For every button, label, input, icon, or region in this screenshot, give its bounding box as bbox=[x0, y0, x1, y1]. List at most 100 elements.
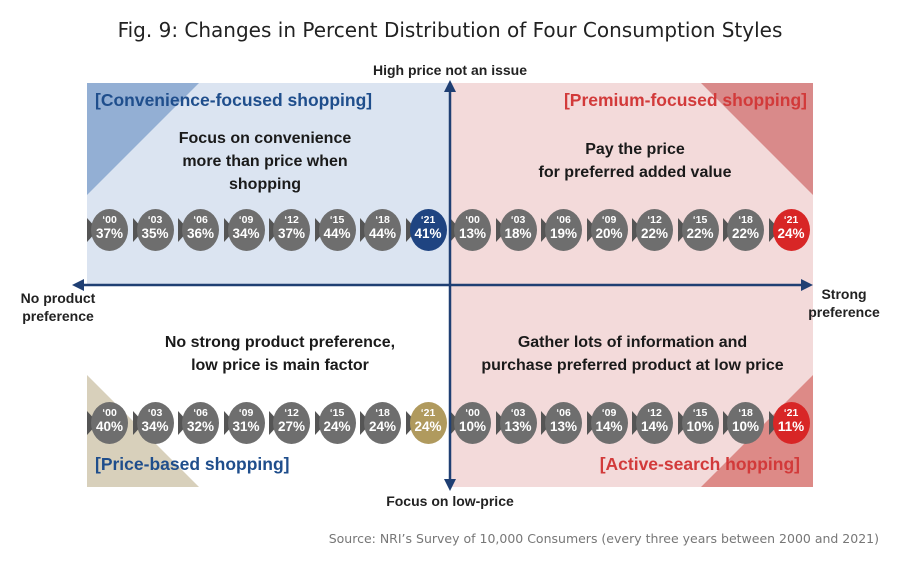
year-oval: ‘03 18% bbox=[499, 209, 537, 251]
timeline-step: ‘03 13% bbox=[495, 401, 542, 445]
convenience-timeline: ‘00 37% ‘03 35% ‘06 36% ‘09 34% ‘12 37% ‘15 44% ‘18 4… bbox=[87, 208, 451, 252]
timeline-step: ‘00 40% bbox=[87, 401, 133, 445]
year-oval: ‘15 10% bbox=[681, 402, 719, 444]
year-label: ‘00 bbox=[465, 214, 480, 226]
year-oval: ‘18 22% bbox=[727, 209, 764, 251]
year-oval: ‘00 37% bbox=[91, 209, 128, 251]
year-label: ‘09 bbox=[601, 214, 617, 226]
desc-line: shopping bbox=[229, 176, 301, 193]
timeline-step: ‘12 37% bbox=[269, 208, 315, 252]
year-oval: ‘00 13% bbox=[454, 209, 491, 251]
year-oval: ‘21 11% bbox=[772, 402, 810, 444]
percent-value: 24% bbox=[323, 419, 351, 434]
year-oval: ‘12 22% bbox=[636, 209, 673, 251]
year-oval: ‘00 40% bbox=[91, 402, 128, 444]
year-label: ‘00 bbox=[102, 214, 117, 226]
year-oval: ‘09 20% bbox=[590, 209, 628, 251]
timeline-step: ‘09 31% bbox=[223, 401, 270, 445]
timeline-step: ‘06 13% bbox=[541, 401, 587, 445]
percent-value: 22% bbox=[686, 226, 714, 241]
timeline-step: ‘00 13% bbox=[450, 208, 496, 252]
timeline-step: ‘21 24% bbox=[405, 401, 452, 445]
year-label: ‘09 bbox=[601, 407, 617, 419]
timeline-step: ‘18 44% bbox=[360, 208, 406, 252]
percent-value: 13% bbox=[549, 419, 578, 434]
timeline-step: ‘15 44% bbox=[314, 208, 361, 252]
desc-line: Focus on convenience bbox=[178, 130, 352, 147]
year-label: ‘15 bbox=[692, 214, 708, 226]
down-arrowhead bbox=[444, 479, 456, 491]
year-oval: ‘12 37% bbox=[273, 209, 310, 251]
percent-value: 10% bbox=[458, 419, 487, 434]
desc-line: Pay the price bbox=[585, 141, 685, 158]
percent-value: 35% bbox=[141, 226, 169, 241]
desc-line: No strong product preference, bbox=[164, 334, 396, 351]
timeline-step: ‘18 10% bbox=[723, 401, 769, 445]
year-oval: ‘15 44% bbox=[318, 209, 356, 251]
active-timeline: ‘00 10% ‘03 13% ‘06 13% ‘09 14% ‘12 14% ‘15 10% ‘18 1… bbox=[450, 401, 814, 445]
timeline-step: ‘06 32% bbox=[178, 401, 224, 445]
year-label: ‘03 bbox=[510, 407, 526, 419]
percent-value: 22% bbox=[731, 226, 760, 241]
year-label: ‘00 bbox=[465, 407, 480, 419]
figure-title: Fig. 9: Changes in Percent Distribution … bbox=[117, 18, 783, 42]
timeline-step: ‘03 35% bbox=[132, 208, 179, 252]
year-oval: ‘18 10% bbox=[727, 402, 764, 444]
year-label: ‘00 bbox=[102, 407, 117, 419]
percent-value: 36% bbox=[186, 226, 215, 241]
year-label: ‘06 bbox=[193, 214, 208, 226]
percent-value: 34% bbox=[141, 419, 169, 434]
axis-label-line: Strong bbox=[821, 286, 867, 302]
percent-value: 44% bbox=[368, 226, 397, 241]
axis-label-line: preference bbox=[22, 308, 94, 324]
desc-line: for preferred added value bbox=[538, 164, 732, 181]
year-label: ‘18 bbox=[375, 407, 390, 419]
timeline-step: ‘09 34% bbox=[223, 208, 270, 252]
desc-line: low price is main factor bbox=[191, 357, 369, 374]
year-label: ‘12 bbox=[647, 214, 662, 226]
desc-line: purchase preferred product at low price bbox=[481, 357, 784, 374]
year-oval: ‘03 34% bbox=[136, 402, 174, 444]
year-label: ‘09 bbox=[238, 214, 254, 226]
year-label: ‘18 bbox=[738, 214, 753, 226]
year-label: ‘03 bbox=[147, 214, 163, 226]
year-oval: ‘03 13% bbox=[499, 402, 537, 444]
timeline-step: ‘21 41% bbox=[405, 208, 452, 252]
timeline-step: ‘03 18% bbox=[495, 208, 542, 252]
up-arrowhead bbox=[444, 80, 456, 92]
year-label: ‘15 bbox=[692, 407, 708, 419]
percent-value: 10% bbox=[686, 419, 714, 434]
timeline-step: ‘15 10% bbox=[677, 401, 724, 445]
year-oval: ‘18 44% bbox=[364, 209, 401, 251]
year-oval: ‘12 27% bbox=[273, 402, 310, 444]
year-label: ‘15 bbox=[329, 214, 345, 226]
year-label: ‘06 bbox=[193, 407, 208, 419]
quadrant-convenience bbox=[87, 83, 450, 285]
corner-triangle bbox=[87, 83, 199, 195]
percent-value: 37% bbox=[277, 226, 306, 241]
left-arrowhead bbox=[72, 279, 84, 291]
premium-timeline: ‘00 13% ‘03 18% ‘06 19% ‘09 20% ‘12 22% ‘15 22% ‘18 2… bbox=[450, 208, 814, 252]
convenience-title: [Convenience-focused shopping] bbox=[95, 90, 373, 110]
year-oval: ‘12 14% bbox=[636, 402, 673, 444]
axis-label-left: No product preference bbox=[8, 289, 108, 325]
timeline-step: ‘12 27% bbox=[269, 401, 315, 445]
year-label: ‘18 bbox=[375, 214, 390, 226]
year-label: ‘21 bbox=[420, 407, 436, 419]
percent-value: 10% bbox=[731, 419, 760, 434]
year-oval: ‘09 31% bbox=[227, 402, 265, 444]
timeline-step: ‘00 37% bbox=[87, 208, 133, 252]
percent-value: 24% bbox=[414, 419, 442, 434]
year-oval: ‘03 35% bbox=[136, 209, 174, 251]
year-label: ‘12 bbox=[284, 407, 299, 419]
percent-value: 27% bbox=[277, 419, 306, 434]
timeline-step: ‘09 20% bbox=[586, 208, 633, 252]
percent-value: 32% bbox=[186, 419, 215, 434]
year-label: ‘03 bbox=[510, 214, 526, 226]
year-label: ‘06 bbox=[556, 407, 571, 419]
percent-value: 44% bbox=[323, 226, 351, 241]
year-oval: ‘21 41% bbox=[409, 209, 447, 251]
axis-label-line: preference bbox=[808, 304, 880, 320]
axis-label-right: Strong preference bbox=[794, 285, 894, 321]
year-oval: ‘15 24% bbox=[318, 402, 356, 444]
